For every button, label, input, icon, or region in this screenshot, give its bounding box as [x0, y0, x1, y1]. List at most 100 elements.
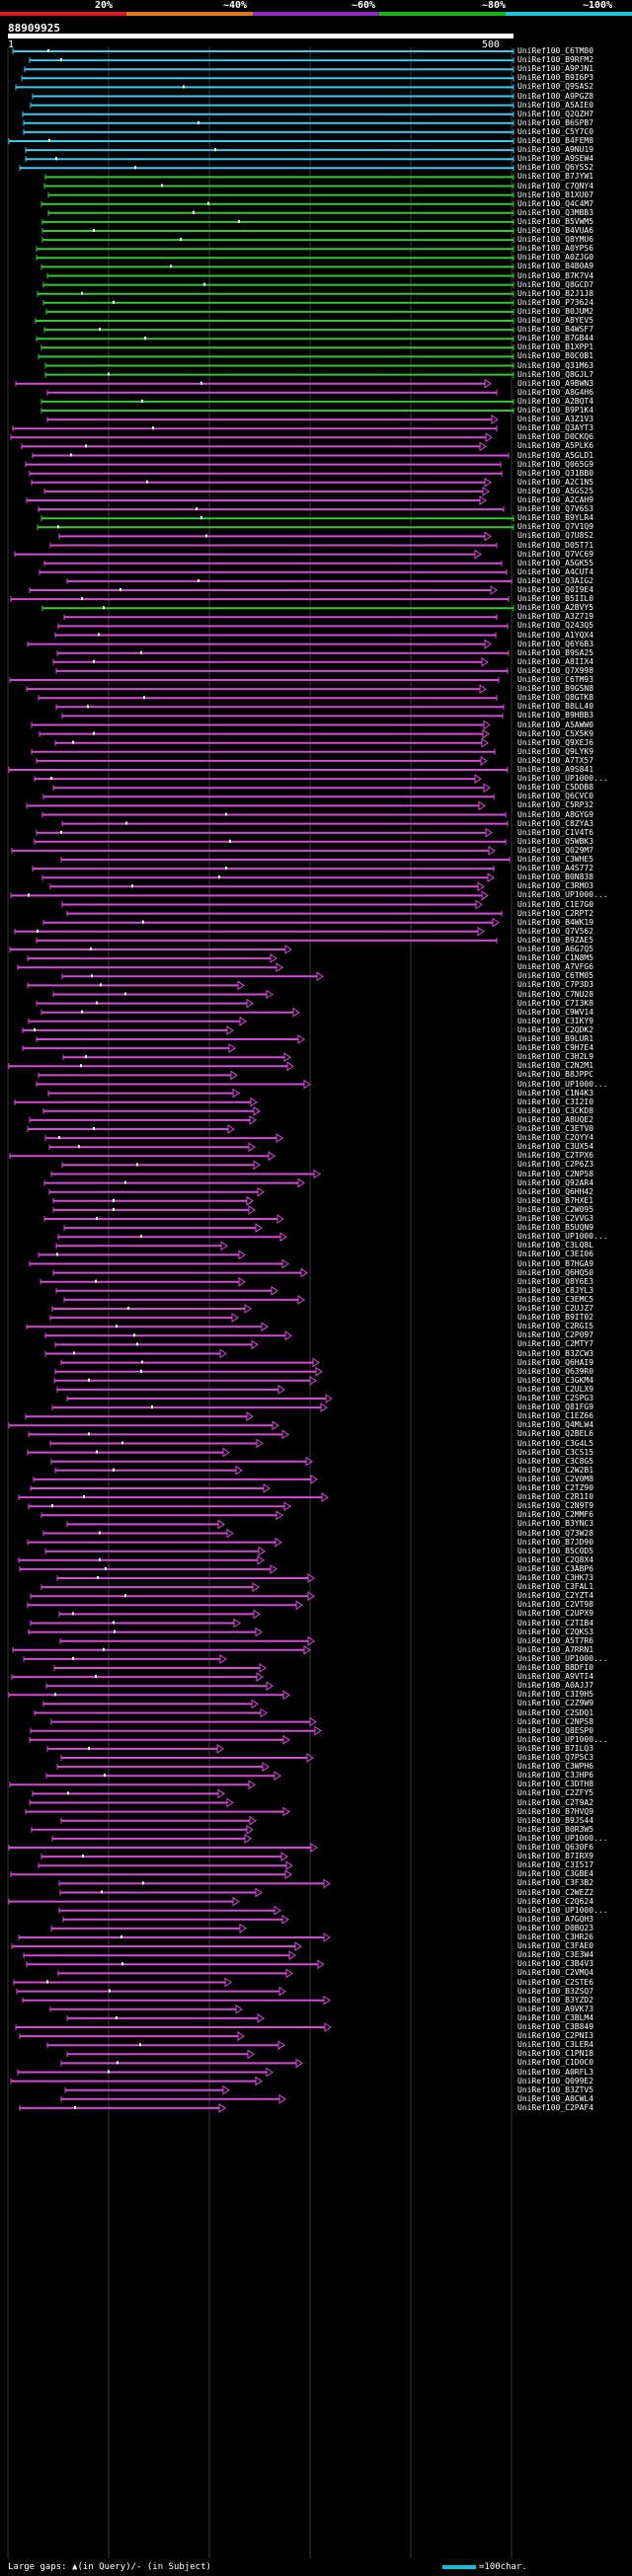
hit-label[interactable]: UniRef100_C3H2L9: [517, 1052, 594, 1062]
hit-label[interactable]: UniRef100_C2PNI3: [517, 2031, 594, 2041]
hit-label[interactable]: UniRef100_A5AIE0: [517, 100, 594, 110]
hit-label[interactable]: UniRef100_A9NU19: [517, 145, 594, 155]
hit-label[interactable]: UniRef100_C2RGI5: [517, 1322, 594, 1331]
hit-label[interactable]: UniRef100_B7JYW1: [517, 172, 594, 182]
hit-label[interactable]: UniRef100_Q029M7: [517, 845, 594, 855]
hit-label[interactable]: UniRef100_A7TX57: [517, 755, 594, 765]
hit-label[interactable]: UniRef100_A4CUT4: [517, 567, 594, 576]
hit-label[interactable]: UniRef100_Q8GJL7: [517, 369, 594, 379]
hit-label[interactable]: UniRef100_B7IRX9: [517, 1852, 594, 1861]
hit-label[interactable]: UniRef100_A4S772: [517, 864, 594, 873]
hit-label[interactable]: UniRef100_C3G4L5: [517, 1438, 594, 1448]
hit-label[interactable]: UniRef100_C5Y7C0: [517, 126, 594, 136]
hit-label[interactable]: UniRef100_C3LQ8L: [517, 1241, 594, 1250]
hit-label[interactable]: UniRef100_A5T7R6: [517, 1635, 594, 1645]
hit-label[interactable]: UniRef100_Q243Q5: [517, 621, 594, 631]
hit-label[interactable]: UniRef100_B5UQN9: [517, 1223, 594, 1233]
hit-label[interactable]: UniRef100_C3GKM4: [517, 1375, 594, 1385]
hit-label[interactable]: UniRef100_C2T9A2: [517, 1797, 594, 1807]
hit-label[interactable]: UniRef100_B3YNC3: [517, 1519, 594, 1529]
hit-label[interactable]: UniRef100_C2SPG3: [517, 1394, 594, 1402]
hit-label[interactable]: UniRef100_C2PAF4: [517, 2102, 594, 2112]
hit-label[interactable]: UniRef100_C2MTY7: [517, 1339, 594, 1349]
hit-label[interactable]: UniRef100_B7ILQ3: [517, 1743, 594, 1753]
hit-label[interactable]: UniRef100_Q065G9: [517, 459, 594, 469]
hit-label[interactable]: UniRef100_Q73W28: [517, 1528, 594, 1538]
hit-label[interactable]: UniRef100_A1YQX4: [517, 630, 594, 640]
hit-label[interactable]: UniRef100_B9IT02: [517, 1313, 594, 1323]
hit-label[interactable]: UniRef100_UP1000...: [517, 1232, 608, 1242]
hit-label[interactable]: UniRef100_C2STE6: [517, 1977, 594, 1987]
hit-label[interactable]: UniRef100_C8ZYA3: [517, 818, 594, 828]
hit-label[interactable]: UniRef100_C2UPX9: [517, 1609, 594, 1619]
hit-label[interactable]: UniRef100_A9PGZ8: [517, 91, 594, 101]
hit-label[interactable]: UniRef100_Q9LYK9: [517, 746, 594, 756]
hit-label[interactable]: UniRef100_C2N9T9: [517, 1501, 594, 1511]
hit-label[interactable]: UniRef100_Q7U8S2: [517, 531, 594, 541]
hit-label[interactable]: UniRef100_C3E3W4: [517, 1950, 594, 1960]
hit-label[interactable]: UniRef100_B0C0B1: [517, 351, 594, 361]
hit-label[interactable]: UniRef100_C2VMQ4: [517, 1968, 594, 1978]
hit-label[interactable]: UniRef100_A5AWW0: [517, 720, 594, 729]
hit-label[interactable]: UniRef100_Q8GTK8: [517, 693, 594, 703]
hit-label[interactable]: UniRef100_Q3AYT3: [517, 423, 594, 433]
hit-label[interactable]: UniRef100_B9I6P3: [517, 73, 594, 83]
hit-label[interactable]: UniRef100_B3ZTV5: [517, 2084, 594, 2094]
hit-label[interactable]: UniRef100_C2TPX6: [517, 1151, 594, 1161]
hit-label[interactable]: UniRef100_C3I517: [517, 1860, 594, 1870]
hit-label[interactable]: UniRef100_C2SDQ1: [517, 1707, 594, 1717]
hit-label[interactable]: UniRef100_C2QKS3: [517, 1627, 594, 1636]
hit-label[interactable]: UniRef100_C6TM80: [517, 46, 594, 55]
hit-label[interactable]: UniRef100_Q6HQ50: [517, 1267, 594, 1277]
hit-label[interactable]: UniRef100_C1N4K3: [517, 1088, 594, 1098]
hit-label[interactable]: UniRef100_A8G4H6: [517, 387, 594, 397]
hit-label[interactable]: UniRef100_Q9XEJ6: [517, 737, 594, 747]
hit-label[interactable]: UniRef100_B9HBB3: [517, 711, 594, 720]
hit-label[interactable]: UniRef100_Q8YMU6: [517, 235, 594, 245]
hit-label[interactable]: UniRef100_UP1000...: [517, 890, 608, 900]
hit-label[interactable]: UniRef100_Q7V562: [517, 926, 594, 936]
hit-label[interactable]: UniRef100_B9SA25: [517, 647, 594, 657]
hit-label[interactable]: UniRef100_B8JPPC: [517, 1070, 594, 1080]
hit-label[interactable]: UniRef100_UP1000...: [517, 1833, 608, 1843]
hit-label[interactable]: UniRef100_C3DTH8: [517, 1780, 594, 1789]
hit-label[interactable]: UniRef100_P73624: [517, 297, 594, 307]
hit-label[interactable]: UniRef100_Q7X998: [517, 665, 594, 675]
hit-label[interactable]: UniRef100_C3ABP6: [517, 1563, 594, 1573]
hit-label[interactable]: UniRef100_B5C0D5: [517, 1546, 594, 1555]
hit-label[interactable]: UniRef100_B7HVQ9: [517, 1806, 594, 1816]
hit-label[interactable]: UniRef100_A7GQH3: [517, 1914, 594, 1924]
hit-label[interactable]: UniRef100_C2V0M8: [517, 1474, 594, 1483]
hit-label[interactable]: UniRef100_C7I3K8: [517, 998, 594, 1008]
hit-label[interactable]: UniRef100_A9PJN1: [517, 64, 594, 74]
hit-label[interactable]: UniRef100_C1N8M5: [517, 953, 594, 963]
hit-label[interactable]: UniRef100_C8JYL3: [517, 1285, 594, 1295]
hit-label[interactable]: UniRef100_C7P3D3: [517, 980, 594, 990]
hit-label[interactable]: UniRef100_C2ZFY5: [517, 1788, 594, 1798]
hit-label[interactable]: UniRef100_A5GLD1: [517, 450, 594, 460]
hit-label[interactable]: UniRef100_A8IIX4: [517, 656, 594, 666]
hit-label[interactable]: UniRef100_B7HGA9: [517, 1258, 594, 1268]
hit-label[interactable]: UniRef100_C2TZ90: [517, 1483, 594, 1492]
hit-label[interactable]: UniRef100_C6TM05: [517, 971, 594, 981]
hit-label[interactable]: UniRef100_B4WK19: [517, 917, 594, 927]
hit-label[interactable]: UniRef100_A0RFL3: [517, 2067, 594, 2077]
hit-label[interactable]: UniRef100_A0ZJG0: [517, 253, 594, 263]
hit-label[interactable]: UniRef100_A8GYG9: [517, 809, 594, 819]
hit-label[interactable]: UniRef100_C2R1I0: [517, 1492, 594, 1502]
hit-label[interactable]: UniRef100_Q6CVC0: [517, 792, 594, 801]
hit-label[interactable]: UniRef100_D0CKQ6: [517, 432, 594, 442]
hit-label[interactable]: UniRef100_UP1000...: [517, 1905, 608, 1915]
hit-label[interactable]: UniRef100_Q3AIG2: [517, 575, 594, 585]
hit-label[interactable]: UniRef100_Q5WBK3: [517, 836, 594, 846]
hit-label[interactable]: UniRef100_UP1000...: [517, 774, 608, 784]
hit-label[interactable]: UniRef100_C2UJZ7: [517, 1304, 594, 1313]
hit-label[interactable]: UniRef100_Q639R0: [517, 1366, 594, 1376]
hit-label[interactable]: UniRef100_Q4MLW4: [517, 1420, 594, 1430]
hit-label[interactable]: UniRef100_B1XPP1: [517, 342, 594, 352]
hit-label[interactable]: UniRef100_B4VUA6: [517, 226, 594, 235]
hit-label[interactable]: UniRef100_Q92AR4: [517, 1177, 594, 1187]
hit-label[interactable]: UniRef100_Q099E2: [517, 2076, 594, 2085]
hit-label[interactable]: UniRef100_A5GS25: [517, 486, 594, 495]
hit-label[interactable]: UniRef100_C3B849: [517, 2022, 594, 2031]
